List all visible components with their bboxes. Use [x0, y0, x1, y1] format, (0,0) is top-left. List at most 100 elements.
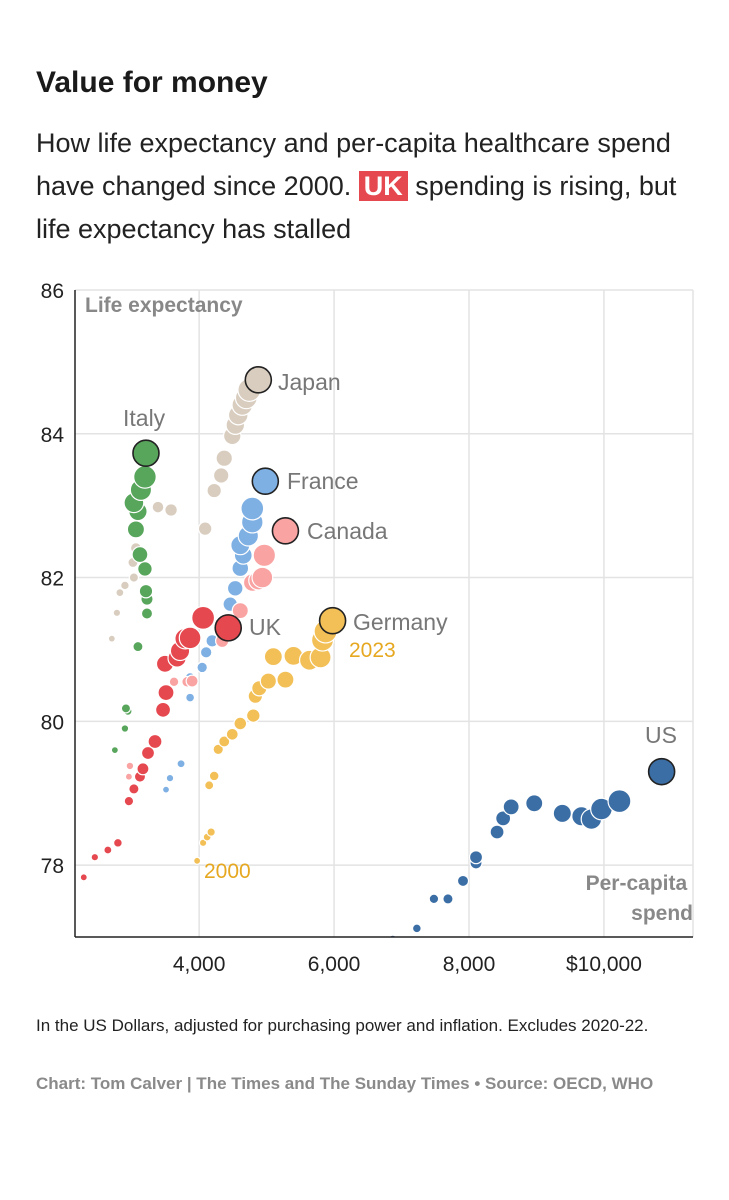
point-japan	[212, 467, 230, 484]
label-us: US	[645, 722, 677, 748]
y-axis-label: Life expectancy	[85, 294, 243, 317]
point-italy-latest	[132, 439, 160, 467]
point-germany	[259, 672, 278, 690]
point-japan	[120, 580, 130, 591]
label-france: France	[287, 468, 359, 494]
point-uk	[112, 837, 123, 848]
point-italy	[132, 640, 144, 653]
x-tick-label: 8,000	[443, 953, 496, 976]
point-us	[442, 893, 454, 905]
point-italy	[131, 546, 149, 564]
point-germany	[233, 716, 248, 731]
point-us	[456, 874, 470, 888]
uk-badge: UK	[358, 171, 408, 201]
point-us	[495, 810, 512, 827]
gridlines	[75, 289, 694, 937]
point-italy	[137, 561, 153, 577]
point-france	[176, 759, 186, 769]
point-uk	[154, 701, 172, 718]
point-us	[468, 850, 484, 865]
point-germany-latest	[318, 606, 347, 635]
point-france	[199, 646, 213, 659]
point-canada	[252, 543, 277, 568]
y-tick-label: 82	[41, 568, 64, 591]
source-credit: Chart: Tom Calver | The Times and The Su…	[36, 1074, 654, 1093]
point-france	[165, 773, 175, 783]
annotation-2000: 2000	[204, 860, 251, 883]
point-canada	[231, 602, 249, 620]
point-france	[226, 579, 244, 597]
x-axis-label: Per-capita spend	[586, 872, 693, 925]
tick-labels: 78 80 82 84 86 4,000 6,000 8,000 $10,000	[41, 280, 642, 976]
point-us	[552, 803, 572, 824]
point-japan	[107, 634, 116, 643]
point-italy	[138, 583, 154, 599]
point-uk	[79, 873, 88, 882]
point-france	[161, 785, 171, 794]
x-axis-label-line1: Per-capita	[586, 872, 688, 895]
point-germany	[212, 743, 225, 756]
annotation-2023: 2023	[349, 639, 396, 662]
point-canada	[125, 761, 135, 771]
point-japan	[115, 588, 125, 598]
point-uk	[157, 683, 175, 702]
point-france-latest	[251, 467, 280, 496]
subtitle-text: How life expectancy and per-capita healt…	[36, 128, 671, 201]
point-us	[411, 923, 422, 934]
point-germany	[208, 770, 220, 782]
point-canada	[124, 772, 134, 781]
label-germany: Germany	[353, 609, 448, 635]
point-us	[357, 940, 364, 947]
y-tick-label: 84	[41, 424, 65, 447]
footnote: In the US Dollars, adjusted for purchasi…	[36, 1016, 649, 1035]
point-italy	[120, 703, 132, 714]
point-uk	[90, 852, 100, 862]
point-japan	[164, 503, 178, 517]
point-germany	[263, 647, 283, 667]
point-italy	[133, 465, 157, 489]
x-tick-label: 6,000	[308, 953, 361, 976]
point-italy	[126, 520, 146, 539]
point-us	[428, 893, 440, 905]
point-us	[607, 789, 632, 814]
point-japan	[215, 449, 234, 467]
point-germany	[225, 727, 239, 741]
chart-title: Value for money	[36, 66, 268, 99]
point-canada	[168, 676, 180, 688]
chart-subtitle: How life expectancy and per-capita healt…	[36, 122, 706, 251]
point-us	[489, 824, 505, 840]
point-france	[240, 496, 265, 521]
point-japan	[197, 521, 213, 536]
x-tick-label: $10,000	[566, 953, 642, 976]
point-us	[502, 798, 520, 816]
point-uk	[140, 745, 156, 761]
point-japan-latest	[244, 366, 273, 394]
point-uk	[123, 795, 135, 807]
x-tick-label: 4,000	[173, 953, 226, 976]
point-germany	[206, 827, 216, 837]
point-germany	[198, 838, 208, 848]
point-uk	[178, 626, 202, 650]
point-italy	[120, 724, 130, 733]
point-germany	[204, 780, 215, 791]
point-japan	[151, 500, 165, 514]
label-canada: Canada	[307, 518, 388, 544]
point-canada	[251, 566, 274, 589]
label-italy: Italy	[123, 405, 166, 431]
point-germany	[218, 735, 231, 748]
x-axis-label-line2: spend	[631, 902, 693, 925]
label-uk: UK	[249, 614, 282, 640]
point-us-latest	[647, 757, 676, 786]
point-uk	[136, 762, 150, 776]
point-japan	[112, 608, 122, 618]
scatter-chart: 78 80 82 84 86 4,000 6,000 8,000 $10,000 Life ex…	[41, 280, 694, 976]
point-france	[196, 661, 209, 674]
point-germany	[276, 670, 295, 689]
y-tick-label: 80	[41, 711, 64, 734]
data-points	[79, 366, 676, 947]
point-italy	[110, 745, 119, 755]
label-japan: Japan	[278, 369, 341, 395]
point-japan	[206, 482, 222, 499]
point-germany	[193, 856, 202, 865]
